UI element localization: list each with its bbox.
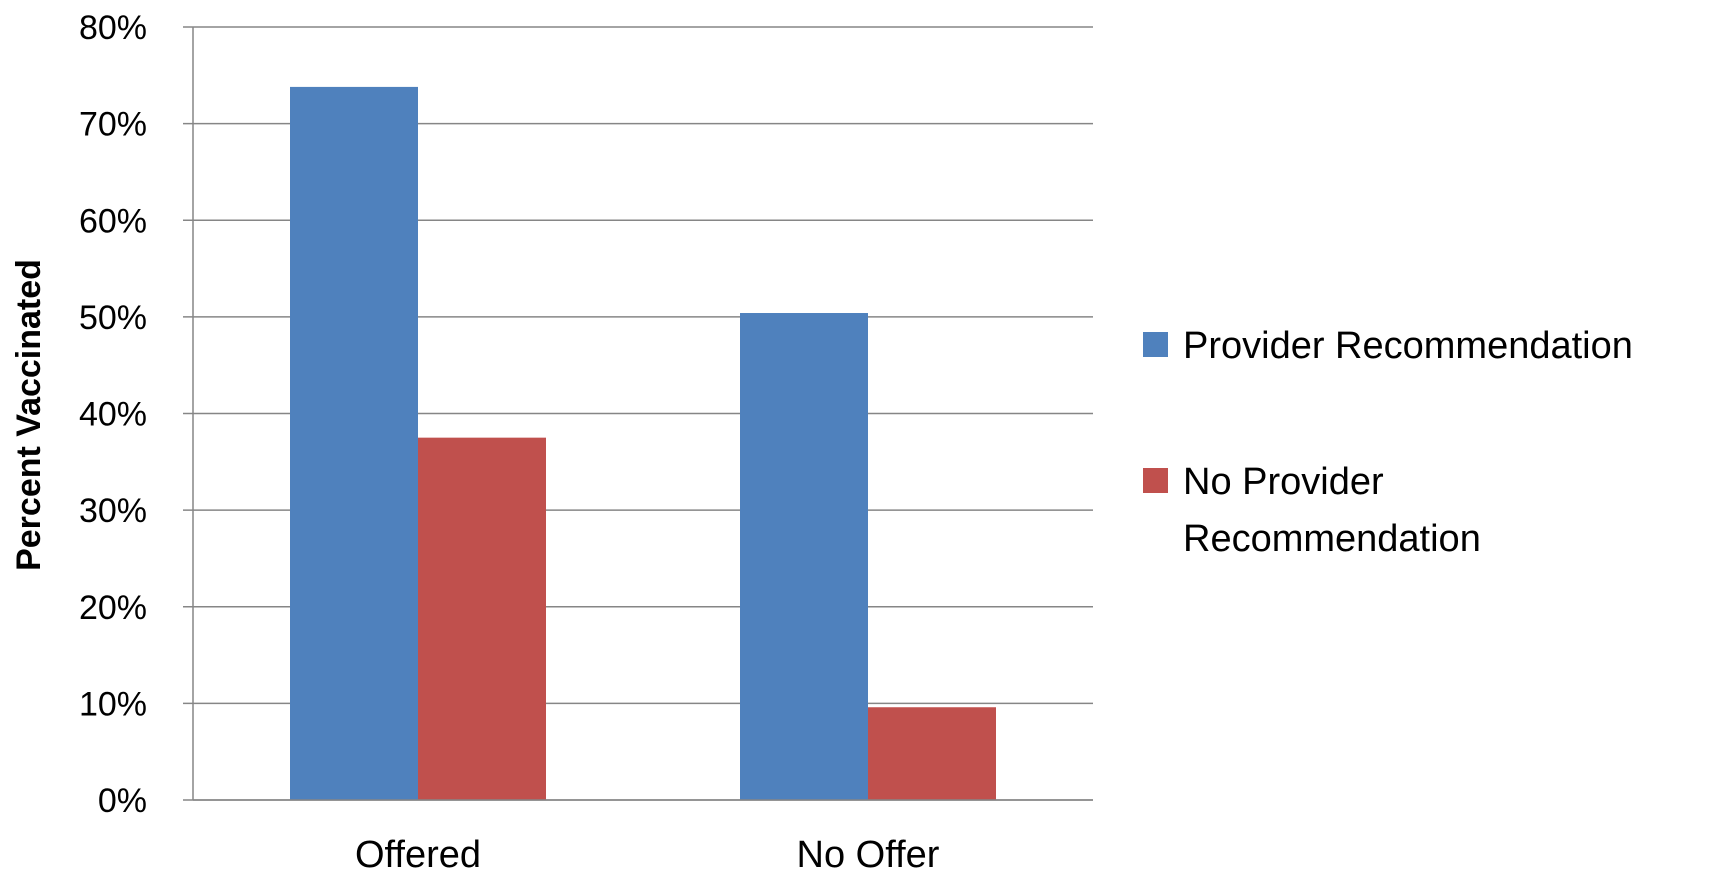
legend-label: No Provider <box>1183 461 1384 503</box>
bar <box>290 86 418 801</box>
y-tick-label: 0% <box>98 782 147 820</box>
legend-label: Recommendation <box>1183 518 1481 560</box>
legend-swatch <box>1143 332 1168 357</box>
legend: Provider Recommendation No Provider Recomm… <box>1143 325 1633 560</box>
y-tick-label: 40% <box>79 396 147 434</box>
legend-label: Provider Recommendation <box>1183 325 1633 367</box>
y-tick-label: 20% <box>79 589 147 627</box>
bar <box>868 707 996 800</box>
x-tick-label: No Offer <box>797 834 940 875</box>
bars <box>290 86 996 801</box>
x-tick-label: Offered <box>355 834 481 875</box>
y-tick-label: 60% <box>79 202 147 240</box>
axes <box>183 26 1093 801</box>
y-axis-title: Percent Vaccinated <box>10 259 48 571</box>
tick-labels: 0% 10% 20% 30% 40% 50% 60% 70% 80% Offered No Offe… <box>79 9 940 875</box>
y-tick-label: 70% <box>79 106 147 144</box>
y-tick-label: 10% <box>79 685 147 723</box>
bar <box>418 437 546 800</box>
legend-swatch <box>1143 468 1168 493</box>
y-tick-label: 50% <box>79 299 147 337</box>
y-tick-label: 80% <box>79 9 147 47</box>
y-tick-label: 30% <box>79 492 147 530</box>
bar <box>740 313 868 800</box>
